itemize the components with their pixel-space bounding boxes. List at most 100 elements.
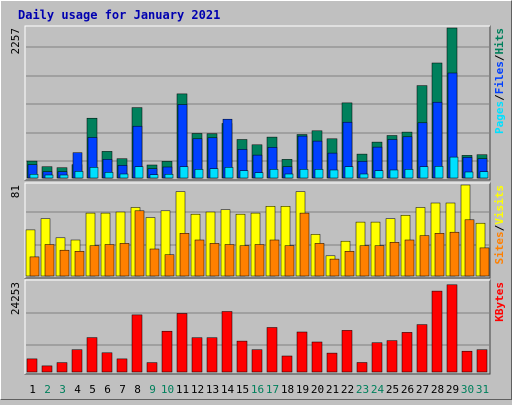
legend-item-sites: Sites — [493, 231, 506, 264]
bar-pages-day-29 — [449, 156, 459, 179]
bar-sites-day-4 — [74, 251, 85, 277]
x-tick-label-day-15: 15 — [236, 383, 249, 396]
bar-pages-day-10 — [164, 174, 174, 179]
bar-pages-day-25 — [389, 169, 399, 179]
bar-kbytes-day-3 — [56, 362, 68, 373]
bar-sites-day-12 — [194, 239, 205, 277]
legend-kbytes: KBytes — [493, 282, 506, 322]
bar-sites-day-14 — [224, 244, 235, 277]
bar-sites-day-24 — [374, 245, 385, 277]
x-tick-label-day-3: 3 — [59, 383, 66, 396]
bar-pages-day-12 — [194, 169, 204, 179]
bar-kbytes-day-28 — [431, 290, 443, 373]
bar-sites-day-2 — [44, 244, 55, 277]
bar-pages-day-4 — [74, 171, 84, 179]
bar-kbytes-day-29 — [446, 284, 458, 373]
x-tick-label-day-21: 21 — [326, 383, 339, 396]
bar-sites-day-27 — [419, 235, 430, 277]
bar-pages-day-31 — [479, 171, 489, 179]
bar-kbytes-day-21 — [326, 352, 338, 373]
x-tick-label-day-23: 23 — [356, 383, 369, 396]
bar-sites-day-16 — [254, 244, 265, 277]
bar-kbytes-day-18 — [281, 355, 293, 373]
x-tick-label-day-8: 8 — [134, 383, 141, 396]
bar-kbytes-day-7 — [116, 358, 128, 373]
bar-pages-day-8 — [134, 166, 144, 179]
bar-kbytes-day-20 — [311, 341, 323, 373]
x-tick-label-day-11: 11 — [176, 383, 189, 396]
x-tick-label-day-17: 17 — [266, 383, 279, 396]
legend-item-visits: Visits — [493, 185, 506, 225]
x-tick-label-day-9: 9 — [149, 383, 156, 396]
bar-kbytes-day-11 — [176, 313, 188, 373]
bar-kbytes-day-4 — [71, 349, 83, 373]
legend-item-kbytes: KBytes — [493, 282, 506, 322]
bar-kbytes-day-2 — [41, 365, 53, 373]
legend-separator: / — [493, 94, 506, 101]
x-tick-label-day-13: 13 — [206, 383, 219, 396]
bar-pages-day-28 — [434, 166, 444, 179]
bar-sites-day-30 — [464, 219, 475, 277]
bar-pages-day-2 — [44, 174, 54, 179]
bar-pages-day-21 — [329, 169, 339, 179]
bar-sites-day-17 — [269, 239, 280, 277]
bar-sites-day-13 — [209, 243, 220, 277]
ymax-label-visits-sites: 81 — [9, 185, 22, 198]
bar-sites-day-5 — [89, 245, 100, 277]
x-tick-label-day-1: 1 — [29, 383, 36, 396]
bar-pages-day-30 — [464, 171, 474, 179]
bar-sites-day-22 — [344, 251, 355, 277]
bar-pages-day-17 — [269, 169, 279, 179]
bar-sites-day-15 — [239, 245, 250, 277]
legend-item-pages: Pages — [493, 101, 506, 134]
bar-sites-day-6 — [104, 244, 115, 277]
x-tick-label-day-22: 22 — [341, 383, 354, 396]
bar-kbytes-day-9 — [146, 362, 158, 373]
ymax-label-hits-files-pages: 2257 — [9, 28, 22, 55]
bar-kbytes-day-22 — [341, 330, 353, 373]
x-tick-label-day-6: 6 — [104, 383, 111, 396]
bar-sites-day-9 — [149, 248, 160, 277]
legend-separator: / — [493, 224, 506, 231]
bar-pages-day-23 — [359, 173, 369, 179]
bar-pages-day-3 — [59, 174, 69, 179]
x-tick-label-day-28: 28 — [431, 383, 444, 396]
x-tick-label-day-26: 26 — [401, 383, 414, 396]
bar-sites-day-3 — [59, 249, 70, 277]
bar-pages-day-19 — [299, 169, 309, 179]
bar-pages-day-13 — [209, 168, 219, 179]
bar-pages-day-20 — [314, 169, 324, 179]
legend-item-hits: Hits — [493, 28, 506, 55]
x-tick-label-day-27: 27 — [416, 383, 429, 396]
bar-sites-day-31 — [479, 247, 490, 277]
bar-pages-day-22 — [344, 166, 354, 179]
bar-kbytes-day-30 — [461, 350, 473, 373]
x-tick-label-day-5: 5 — [89, 383, 96, 396]
bar-sites-day-1 — [29, 256, 40, 277]
bar-kbytes-day-26 — [401, 332, 413, 373]
bar-pages-day-18 — [284, 173, 294, 179]
bar-pages-day-5 — [89, 167, 99, 179]
x-tick-label-day-18: 18 — [281, 383, 294, 396]
x-tick-label-day-16: 16 — [251, 383, 264, 396]
bar-pages-day-24 — [374, 170, 384, 179]
x-tick-label-day-30: 30 — [461, 383, 474, 396]
bar-kbytes-day-31 — [476, 349, 488, 373]
bar-kbytes-day-25 — [386, 340, 398, 373]
bar-kbytes-day-16 — [251, 349, 263, 373]
bar-kbytes-day-27 — [416, 324, 428, 373]
bar-kbytes-day-5 — [86, 337, 98, 373]
bar-sites-day-26 — [404, 239, 415, 277]
bar-kbytes-day-13 — [206, 337, 218, 373]
bar-sites-day-21 — [329, 258, 340, 277]
bar-kbytes-day-12 — [191, 337, 203, 373]
x-tick-label-day-20: 20 — [311, 383, 324, 396]
bar-kbytes-day-19 — [296, 331, 308, 373]
bar-pages-day-9 — [149, 174, 159, 179]
legend-hits-files-pages: Pages/Files/Hits — [493, 28, 506, 134]
panel-frame-kbytes-highlight — [24, 279, 490, 374]
bar-sites-day-18 — [284, 245, 295, 277]
bar-kbytes-day-23 — [356, 362, 368, 373]
